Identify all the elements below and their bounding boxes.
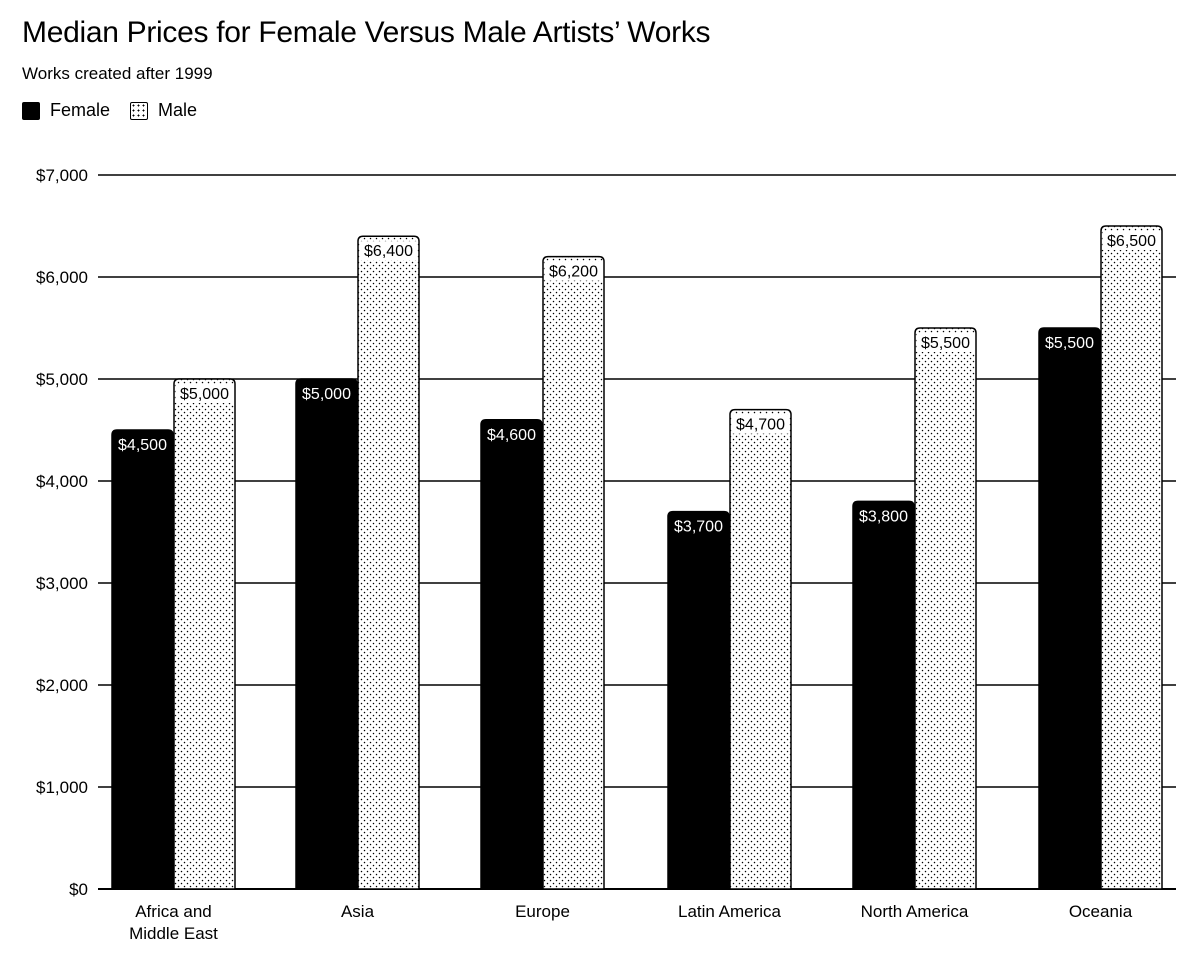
bar-female [852, 500, 915, 890]
y-tick-label: $7,000 [36, 166, 88, 185]
legend-swatch-female [22, 101, 40, 120]
y-tick-label: $3,000 [36, 574, 88, 593]
data-label-female: $5,000 [302, 386, 351, 403]
data-label-male: $6,200 [549, 264, 598, 281]
chart-legend: Female Male [22, 100, 217, 121]
y-axis-ticks: $0 $1,000 $2,000 $3,000 $4,000 $5,000 $6,000 $7… [36, 166, 88, 899]
data-label-male: $5,500 [921, 335, 970, 352]
x-tick-label: North America [861, 902, 969, 921]
data-label-bg-male [731, 414, 790, 434]
y-tick-label: $4,000 [36, 472, 88, 491]
data-label-male: $6,400 [364, 243, 413, 260]
bar-male [173, 378, 236, 890]
legend-item-female: Female [22, 100, 110, 121]
data-label-female: $5,500 [1045, 335, 1094, 352]
x-tick-label: Europe [515, 902, 570, 921]
x-tick-label: Latin America [678, 902, 782, 921]
bar-male [1100, 225, 1163, 890]
x-tick-label: Oceania [1069, 902, 1133, 921]
y-tick-label: $1,000 [36, 778, 88, 797]
bar-male [542, 255, 605, 890]
bars [111, 225, 1163, 890]
data-label-female: $3,700 [674, 519, 723, 536]
data-label-male: $6,500 [1107, 233, 1156, 250]
legend-item-male: Male [130, 100, 197, 121]
data-label-bg-male [916, 333, 975, 352]
data-label-female: $4,500 [118, 437, 167, 454]
y-tick-label: $6,000 [36, 268, 88, 287]
bar-male [357, 235, 420, 890]
x-tick-label: Asia [341, 902, 375, 921]
bar-female [295, 378, 358, 890]
x-axis-ticks: Africa and Middle East Asia Europe Latin Ame… [129, 902, 1133, 943]
y-tick-label: $0 [69, 880, 88, 899]
legend-swatch-male [130, 101, 149, 120]
x-tick-label: Africa and Middle East [129, 902, 218, 943]
data-label-male: $4,700 [736, 417, 785, 434]
bar-male [914, 327, 977, 890]
gridlines [98, 174, 1176, 890]
legend-label-female: Female [50, 100, 111, 120]
data-label-male: $5,000 [180, 386, 229, 403]
data-label-female: $4,600 [487, 427, 536, 444]
bar-female [1038, 327, 1101, 890]
data-labels: $4,500 $5,000 $5,000 $6,400 $4,600 $6,200 $3,7… [118, 231, 1161, 536]
y-tick-label: $5,000 [36, 370, 88, 389]
legend-label-male: Male [158, 100, 198, 120]
data-label-bg-male [544, 261, 603, 281]
y-tick-label: $2,000 [36, 676, 88, 695]
chart-subtitle: Works created after 1999 [22, 64, 213, 83]
bar-male [729, 408, 792, 890]
data-label-female: $3,800 [859, 508, 908, 525]
chart-title: Median Prices for Female Versus Male Art… [22, 16, 711, 49]
data-label-bg-male [359, 241, 418, 261]
bar-female [667, 510, 730, 890]
data-label-bg-male [1102, 231, 1161, 250]
bar-female [480, 419, 543, 890]
bar-female [111, 429, 174, 890]
data-label-bg-male [175, 384, 234, 403]
